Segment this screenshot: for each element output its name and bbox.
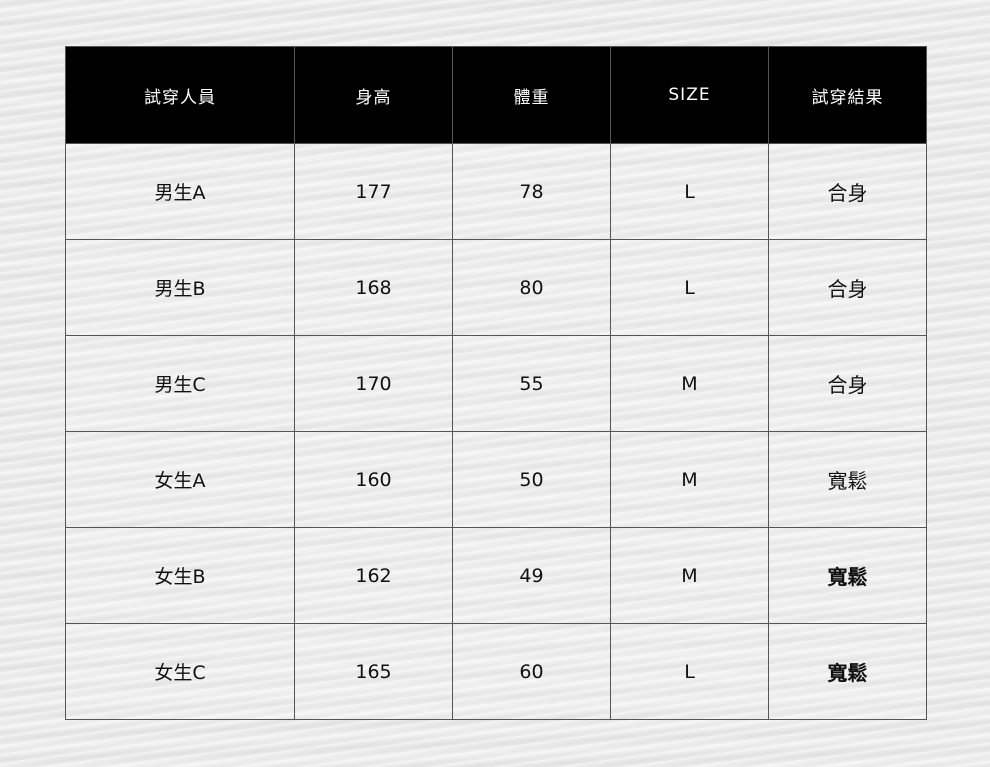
table-header-row: 試穿人員 身高 體重 SIZE 試穿結果: [65, 46, 927, 144]
cell-tester: 女生C: [65, 623, 295, 720]
cell-size: M: [610, 527, 769, 624]
cell-result: 寬鬆: [768, 623, 927, 720]
cell-weight: 60: [452, 623, 611, 720]
table-row: 男生A 177 78 L 合身: [65, 143, 927, 240]
fitting-results-table: 試穿人員 身高 體重 SIZE 試穿結果 男生A 177 78 L 合身 男生B 168 80…: [65, 46, 927, 720]
cell-height: 165: [294, 623, 453, 720]
cell-size: L: [610, 623, 769, 720]
cell-result: 合身: [768, 239, 927, 336]
cell-tester: 男生B: [65, 239, 295, 336]
cell-weight: 55: [452, 335, 611, 432]
table-row: 女生A 160 50 M 寬鬆: [65, 431, 927, 528]
table-row: 男生B 168 80 L 合身: [65, 239, 927, 336]
cell-tester: 女生B: [65, 527, 295, 624]
header-result: 試穿結果: [768, 46, 927, 144]
table-row: 男生C 170 55 M 合身: [65, 335, 927, 432]
cell-height: 162: [294, 527, 453, 624]
header-tester: 試穿人員: [65, 46, 295, 144]
cell-tester: 男生A: [65, 143, 295, 240]
cell-size: M: [610, 431, 769, 528]
cell-size: L: [610, 239, 769, 336]
cell-height: 168: [294, 239, 453, 336]
cell-weight: 49: [452, 527, 611, 624]
header-size: SIZE: [610, 46, 769, 144]
cell-result: 寬鬆: [768, 527, 927, 624]
header-weight: 體重: [452, 46, 611, 144]
cell-height: 170: [294, 335, 453, 432]
cell-result: 合身: [768, 143, 927, 240]
cell-result: 合身: [768, 335, 927, 432]
cell-weight: 80: [452, 239, 611, 336]
cell-weight: 50: [452, 431, 611, 528]
cell-size: L: [610, 143, 769, 240]
cell-height: 160: [294, 431, 453, 528]
cell-tester: 男生C: [65, 335, 295, 432]
cell-tester: 女生A: [65, 431, 295, 528]
cell-result: 寬鬆: [768, 431, 927, 528]
cell-height: 177: [294, 143, 453, 240]
cell-weight: 78: [452, 143, 611, 240]
table-row: 女生C 165 60 L 寬鬆: [65, 623, 927, 720]
header-height: 身高: [294, 46, 453, 144]
table-row: 女生B 162 49 M 寬鬆: [65, 527, 927, 624]
cell-size: M: [610, 335, 769, 432]
